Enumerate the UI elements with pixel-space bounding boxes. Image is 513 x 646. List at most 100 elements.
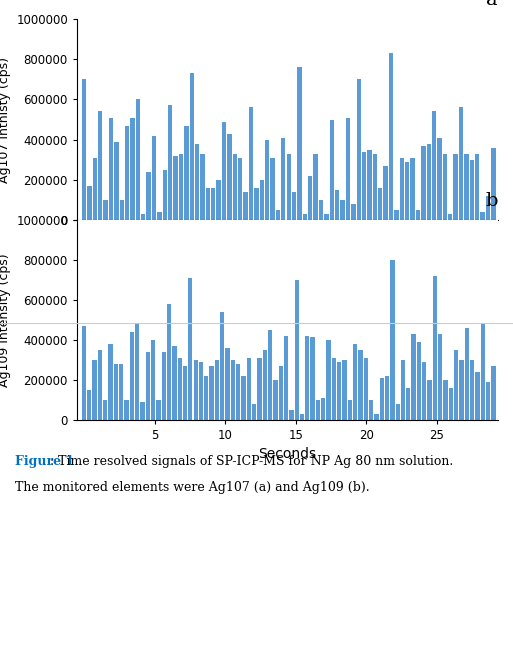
Bar	[156, 400, 161, 420]
Bar	[190, 74, 194, 220]
Bar	[273, 380, 278, 420]
Bar	[206, 187, 210, 220]
Bar	[481, 324, 485, 420]
Bar	[380, 378, 384, 420]
Bar	[426, 143, 431, 220]
Bar	[294, 280, 299, 420]
Bar	[238, 158, 243, 220]
Bar	[141, 214, 146, 220]
Bar	[233, 154, 237, 220]
Bar	[254, 187, 259, 220]
Bar	[459, 107, 463, 220]
Text: The monitored elements were Ag107 (a) and Ag109 (b).: The monitored elements were Ag107 (a) an…	[15, 481, 370, 494]
Bar	[316, 400, 320, 420]
Bar	[222, 121, 226, 220]
Bar	[151, 340, 155, 420]
Bar	[201, 154, 205, 220]
Bar	[119, 364, 123, 420]
Bar	[244, 192, 248, 220]
Bar	[284, 336, 288, 420]
Bar	[406, 388, 410, 420]
Bar	[120, 200, 124, 220]
Bar	[443, 154, 447, 220]
Bar	[389, 54, 393, 220]
Bar	[298, 67, 302, 220]
Bar	[260, 180, 264, 220]
Bar	[454, 350, 458, 420]
Bar	[279, 366, 283, 420]
Text: Figure 1: Figure 1	[15, 455, 74, 468]
Bar	[289, 410, 293, 420]
Bar	[449, 388, 453, 420]
Bar	[125, 125, 129, 220]
Bar	[220, 312, 224, 420]
Bar	[87, 390, 91, 420]
Bar	[411, 334, 416, 420]
Bar	[177, 358, 182, 420]
Bar	[486, 196, 490, 220]
Bar	[162, 352, 166, 420]
Bar	[383, 165, 388, 220]
Bar	[300, 414, 304, 420]
Bar	[385, 376, 389, 420]
Bar	[252, 404, 256, 420]
Bar	[249, 107, 253, 220]
Bar	[313, 154, 318, 220]
Bar	[109, 118, 113, 220]
Bar	[357, 79, 361, 220]
Bar	[438, 334, 442, 420]
Bar	[98, 112, 103, 220]
Bar	[346, 118, 350, 220]
Bar	[247, 358, 251, 420]
Bar	[433, 276, 437, 420]
Bar	[321, 398, 325, 420]
Bar	[448, 214, 452, 220]
Bar	[114, 364, 118, 420]
Bar	[157, 212, 162, 220]
Bar	[268, 329, 272, 420]
Bar	[369, 400, 373, 420]
Text: b: b	[485, 192, 498, 209]
Bar	[378, 187, 382, 220]
Bar	[236, 364, 240, 420]
Bar	[491, 366, 496, 420]
Bar	[422, 362, 426, 420]
Bar	[227, 134, 232, 220]
Bar	[173, 156, 178, 220]
Bar	[167, 304, 171, 420]
Bar	[459, 360, 464, 420]
Bar	[400, 158, 404, 220]
Bar	[310, 337, 315, 420]
Bar	[432, 112, 436, 220]
Bar	[348, 400, 352, 420]
Bar	[324, 214, 328, 220]
Bar	[87, 185, 92, 220]
Bar	[475, 154, 479, 220]
Bar	[216, 180, 221, 220]
Bar	[104, 200, 108, 220]
Bar	[146, 352, 150, 420]
Bar	[193, 360, 198, 420]
Text: : Time resolved signals of SP-ICP-MS for NP Ag 80 nm solution.: : Time resolved signals of SP-ICP-MS for…	[50, 455, 453, 468]
Text: a: a	[486, 0, 498, 9]
Bar	[401, 360, 405, 420]
Bar	[470, 360, 474, 420]
Bar	[92, 360, 97, 420]
Bar	[204, 376, 208, 420]
Bar	[326, 340, 331, 420]
Bar	[103, 400, 107, 420]
Bar	[332, 358, 336, 420]
Bar	[188, 278, 192, 420]
Bar	[209, 366, 214, 420]
Bar	[465, 328, 469, 420]
Bar	[453, 154, 458, 220]
Bar	[405, 162, 409, 220]
Bar	[486, 382, 490, 420]
Bar	[135, 324, 140, 420]
Bar	[108, 344, 113, 420]
Bar	[475, 372, 480, 420]
Bar	[416, 209, 420, 220]
Bar	[367, 150, 371, 220]
Bar	[390, 260, 394, 420]
Bar	[308, 176, 312, 220]
